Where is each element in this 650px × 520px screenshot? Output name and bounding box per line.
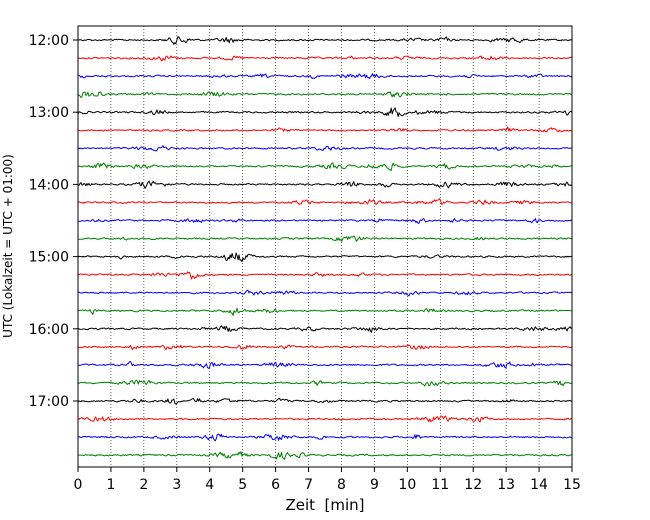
plot-area <box>78 26 572 467</box>
x-tick-label: 1 <box>106 477 115 493</box>
x-tick-label: 7 <box>304 477 313 493</box>
trace-group <box>77 36 573 460</box>
seismogram-trace <box>77 271 573 280</box>
y-axis-title: UTC (Lokalzeit = UTC + 01:00) <box>1 154 15 338</box>
x-tick-label: 5 <box>238 477 247 493</box>
seismogram-trace <box>77 433 573 442</box>
seismogram-trace <box>77 180 573 189</box>
y-tick-label: 13:00 <box>29 105 69 121</box>
y-tick-label: 16:00 <box>29 322 69 338</box>
x-tick-label: 13 <box>497 477 515 493</box>
x-tick-label: 2 <box>139 477 148 493</box>
seismogram-trace <box>77 162 573 172</box>
seismogram-trace <box>77 91 573 99</box>
seismogram-trace <box>77 73 573 80</box>
x-tick-label: 12 <box>464 477 482 493</box>
seismogram-trace <box>77 307 573 316</box>
seismogram-trace <box>77 451 573 460</box>
x-tick-label: 4 <box>205 477 214 493</box>
seismogram-trace <box>77 218 573 224</box>
seismogram-trace <box>77 55 573 62</box>
seismogram-trace <box>77 235 573 242</box>
seismogram-trace <box>77 36 573 45</box>
seismogram-trace <box>77 126 573 133</box>
x-tick-label: 15 <box>563 477 581 493</box>
x-axis-title: Zeit [min] <box>285 496 364 514</box>
seismogram-trace <box>77 198 573 205</box>
x-tick-label: 14 <box>530 477 548 493</box>
seismogram-trace <box>77 252 573 263</box>
seismogram-trace <box>77 379 573 387</box>
x-tick-label: 11 <box>431 477 449 493</box>
seismogram-trace <box>77 289 573 297</box>
seismogram-trace <box>77 145 573 152</box>
seismogram-trace <box>77 344 573 351</box>
seismogram-trace <box>77 360 573 369</box>
x-tick-label: 8 <box>337 477 346 493</box>
seismogram-trace <box>77 397 573 405</box>
seismogram-trace <box>77 325 573 333</box>
x-axis: 0 1 2 3 4 5 6 7 8 9 10 11 12 13 14 15 <box>74 467 581 493</box>
x-tick-label: 9 <box>370 477 379 493</box>
x-tick-label: 3 <box>172 477 181 493</box>
seismogram-trace <box>77 415 573 423</box>
x-tick-label: 6 <box>271 477 280 493</box>
y-tick-label: 15:00 <box>29 250 69 266</box>
x-tick-label: 10 <box>398 477 416 493</box>
x-tick-label: 0 <box>74 477 83 493</box>
plot-frame <box>77 25 573 468</box>
seismogram-trace <box>77 107 573 118</box>
y-tick-label: 17:00 <box>29 394 69 410</box>
y-tick-label: 12:00 <box>29 33 69 49</box>
y-axis: 12:00 13:00 14:00 15:00 16:00 17:00 <box>29 33 78 410</box>
y-tick-label: 14:00 <box>29 177 69 193</box>
